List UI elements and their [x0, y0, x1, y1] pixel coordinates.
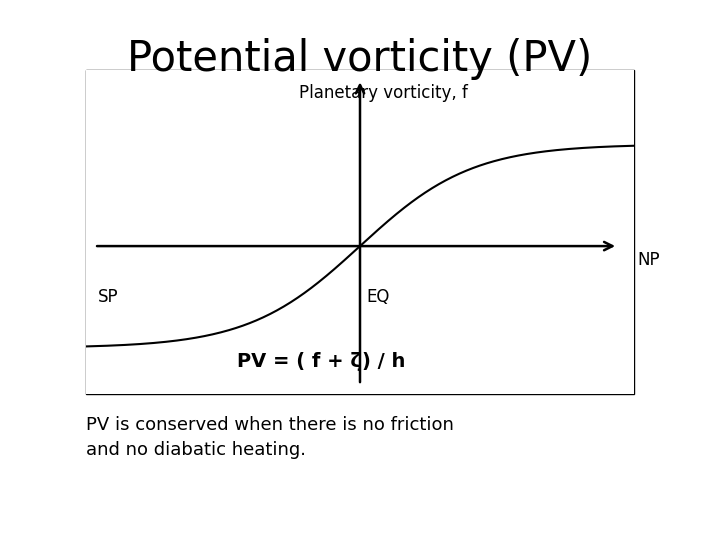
Text: NP: NP — [637, 252, 660, 269]
Text: Planetary vorticity, f: Planetary vorticity, f — [299, 84, 468, 103]
Text: PV is conserved when there is no friction
and no diabatic heating.: PV is conserved when there is no frictio… — [86, 416, 454, 459]
Text: EQ: EQ — [366, 288, 390, 306]
Text: Potential vorticity (PV): Potential vorticity (PV) — [127, 38, 593, 80]
Text: SP: SP — [98, 288, 119, 306]
Text: PV = ( f + ζ) / h: PV = ( f + ζ) / h — [237, 352, 405, 372]
